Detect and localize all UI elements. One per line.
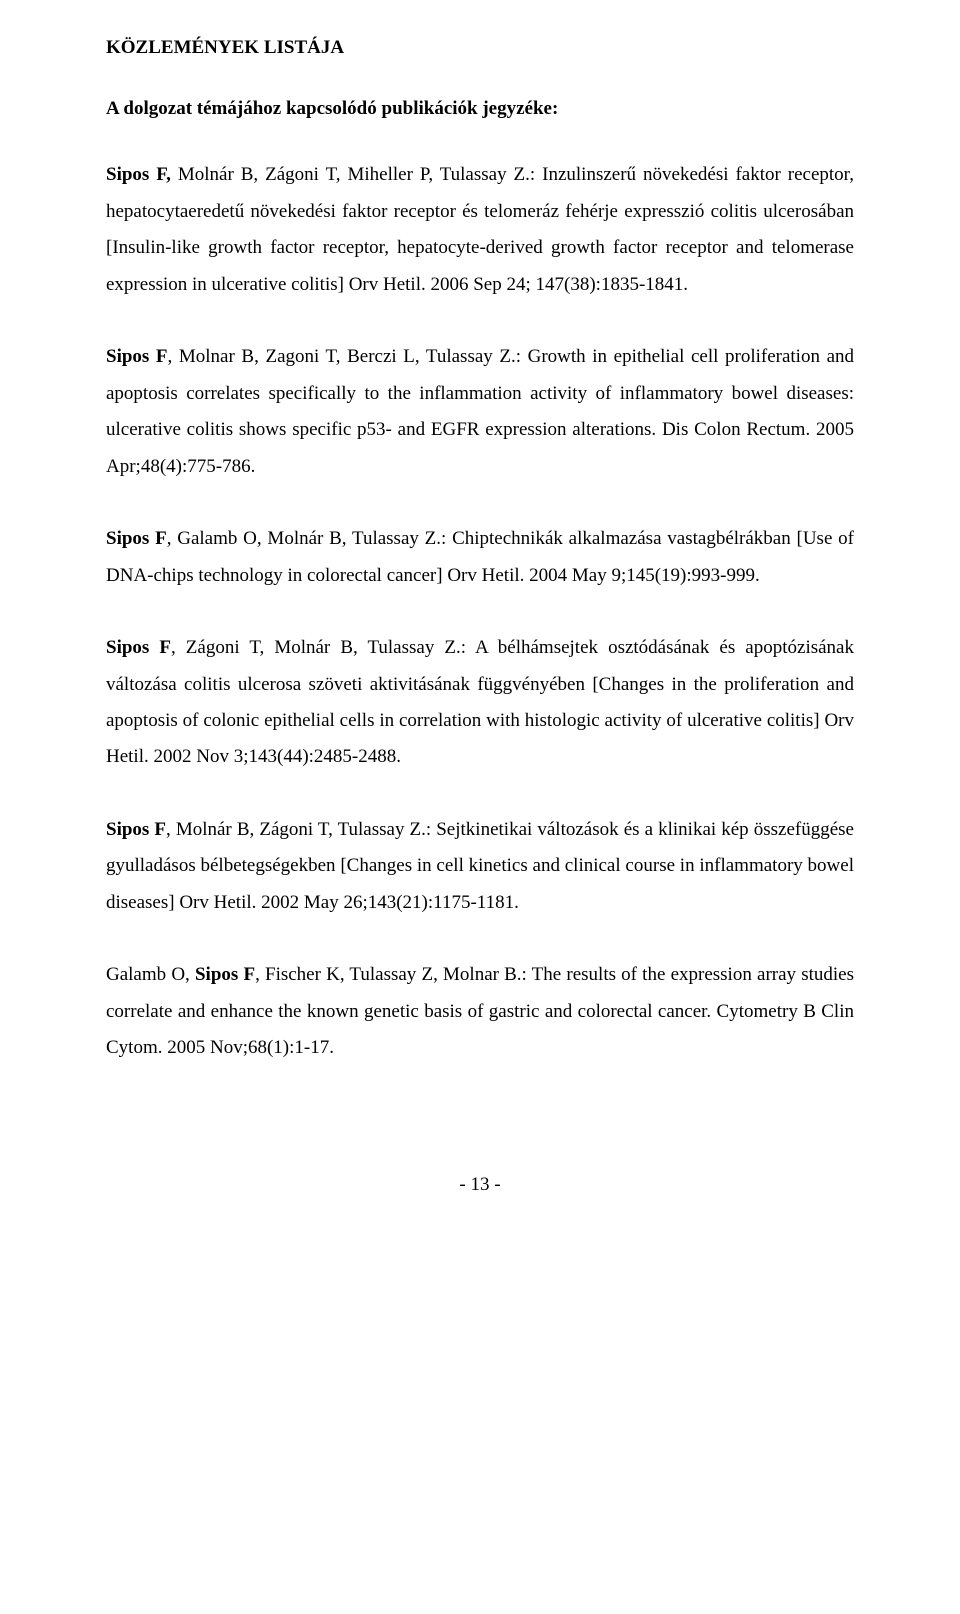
bib-entry: Sipos F, Molnár B, Zágoni T, Tulassay Z.…: [106, 812, 854, 921]
page-number: - 13 -: [106, 1167, 854, 1203]
author-lead: Sipos F: [106, 819, 166, 840]
entry-body: , Molnár B, Zágoni T, Tulassay Z.: Sejtk…: [106, 819, 854, 913]
entry-body: , Molnar B, Zagoni T, Berczi L, Tulassay…: [106, 346, 854, 476]
entry-body: Molnár B, Zágoni T, Miheller P, Tulassay…: [106, 164, 854, 294]
bib-entry: Sipos F, Zágoni T, Molnár B, Tulassay Z.…: [106, 630, 854, 776]
entry-body: , Galamb O, Molnár B, Tulassay Z.: Chipt…: [106, 528, 854, 585]
bib-entry: Sipos F, Galamb O, Molnár B, Tulassay Z.…: [106, 521, 854, 594]
author-lead: Sipos F,: [106, 164, 178, 185]
page-subheading: A dolgozat témájához kapcsolódó publikác…: [106, 97, 854, 122]
author-lead: Sipos F: [106, 346, 168, 367]
bib-entry: Sipos F, Molnár B, Zágoni T, Miheller P,…: [106, 157, 854, 303]
author-lead: Sipos F: [106, 528, 167, 549]
entry-pre: Galamb O,: [106, 964, 195, 985]
author-lead: Sipos F: [106, 637, 171, 658]
bib-entry: Galamb O, Sipos F, Fischer K, Tulassay Z…: [106, 957, 854, 1066]
entry-body: , Zágoni T, Molnár B, Tulassay Z.: A bél…: [106, 637, 854, 767]
page-heading: KÖZLEMÉNYEK LISTÁJA: [106, 36, 854, 61]
author-lead: Sipos F: [195, 964, 255, 985]
bib-entry: Sipos F, Molnar B, Zagoni T, Berczi L, T…: [106, 339, 854, 485]
